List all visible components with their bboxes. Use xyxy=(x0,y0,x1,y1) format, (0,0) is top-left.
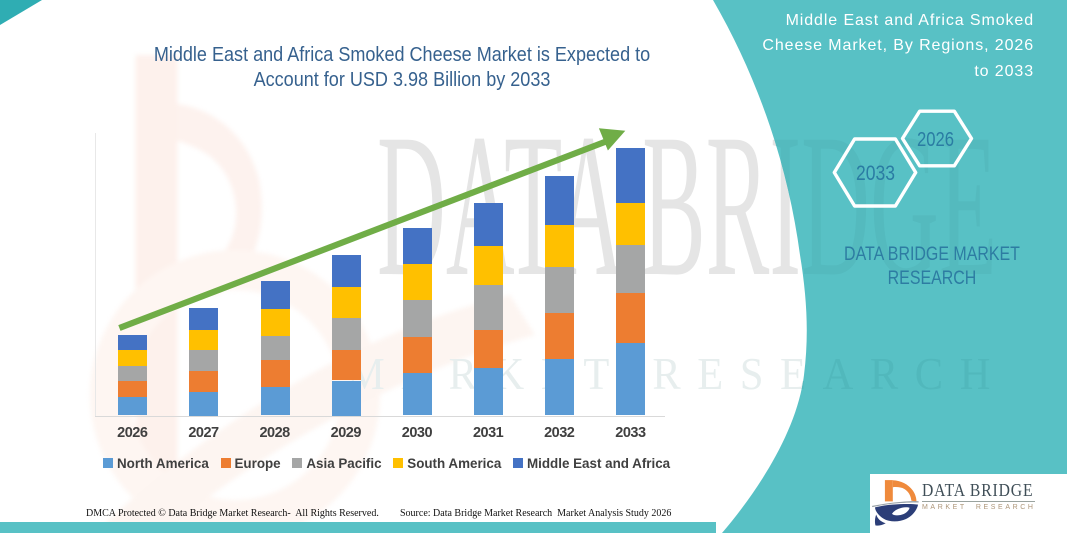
svg-text:2026: 2026 xyxy=(917,129,954,151)
svg-text:2033: 2033 xyxy=(856,161,895,185)
